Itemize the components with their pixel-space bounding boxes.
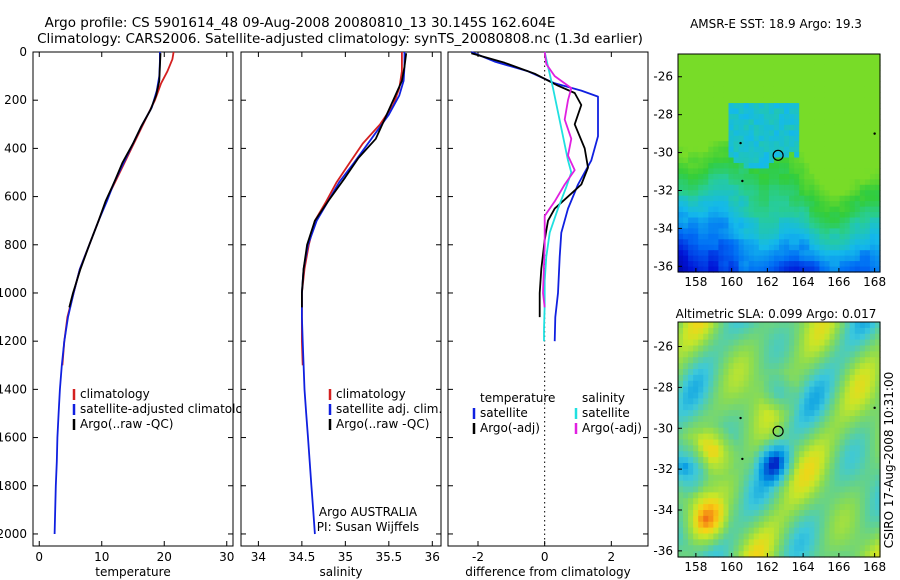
legend-header-salinity: salinity — [582, 391, 625, 405]
island-dot — [739, 416, 742, 420]
legend-entry: satellite-adjusted climatology — [80, 402, 258, 416]
y-tick-label: -34 — [653, 503, 673, 517]
credit-line2: PI: Susan Wijffels — [317, 520, 419, 534]
x-tick-label: 158 — [684, 275, 707, 289]
y-tick-label: -28 — [653, 108, 673, 122]
legend-entry: climatology — [336, 387, 406, 401]
x-tick-label: 35.5 — [375, 550, 402, 564]
x-tick-label: 164 — [792, 275, 815, 289]
y-tick-label: 1200 — [0, 334, 27, 348]
y-tick-label: -36 — [653, 544, 673, 558]
x-tick-label: 36 — [425, 550, 440, 564]
salinity-profile-panel: 34 34.5 35 35.5 36 salinity climatologysatelli… — [240, 51, 442, 579]
legend-entry: satellite adj. clim. — [336, 402, 442, 416]
y-tick-label: -36 — [653, 259, 673, 273]
side-timestamp-label: CSIRO 17-Aug-2008 10:31:00 — [882, 372, 896, 548]
sla-map-field — [678, 322, 881, 558]
legend-entry: Argo(-adj) — [480, 421, 540, 435]
temperature-profile-panel: 0 10 20 30 0 200 400 600 800 1000 1200 1400 1600 1800… — [0, 45, 258, 579]
plot-frame — [32, 51, 234, 547]
sla-map-panel: Altimetric SLA: 0.099 Argo: 0.017 158 160… — [653, 307, 886, 574]
island-dot — [873, 132, 876, 135]
legend-header-temperature: temperature — [480, 391, 555, 405]
x-axis-label: salinity — [319, 565, 362, 579]
sst-map-panel: AMSR-E SST: 18.9 Argo: 19.3 158 160 162 164… — [653, 17, 886, 289]
x-tick-label: -2 — [472, 550, 484, 564]
y-tick-label: 1600 — [0, 431, 27, 445]
x-axis-label: temperature — [95, 565, 170, 579]
y-tick-label: 1000 — [0, 286, 27, 300]
y-tick-label: 400 — [4, 141, 27, 155]
x-tick-label: 162 — [756, 560, 779, 574]
y-tick-label: -34 — [653, 221, 673, 235]
argo-location-marker — [772, 149, 784, 161]
y-tick-label: -30 — [653, 146, 673, 160]
x-tick-label: 168 — [863, 275, 886, 289]
x-tick-label: 0 — [35, 550, 43, 564]
map-frame — [677, 53, 881, 273]
y-tick-label: 0 — [19, 45, 27, 59]
plot-frame — [240, 51, 442, 547]
sst-map-field — [678, 54, 881, 273]
y-tick-label: -26 — [653, 340, 673, 354]
x-tick-label: 20 — [157, 550, 172, 564]
x-tick-label: 162 — [756, 275, 779, 289]
legend-entry: climatology — [80, 387, 150, 401]
legend-entry: Argo(-adj) — [582, 421, 642, 435]
x-tick-label: 166 — [827, 275, 850, 289]
x-tick-label: 2 — [608, 550, 616, 564]
y-tick-label: 800 — [4, 238, 27, 252]
plot-frame — [447, 51, 649, 547]
x-tick-label: 166 — [827, 560, 850, 574]
series-line-temperature-argo-adj- — [471, 52, 589, 318]
legend-entry: Argo(..raw -QC) — [336, 417, 429, 431]
legend-entry: satellite — [582, 406, 630, 420]
y-tick-label: -32 — [653, 183, 673, 197]
x-tick-label: 34.5 — [289, 550, 316, 564]
island-dot — [741, 457, 744, 461]
legend-entry: Argo(..raw -QC) — [80, 417, 173, 431]
x-tick-label: 35 — [338, 550, 353, 564]
y-tick-label: -30 — [653, 421, 673, 435]
x-tick-label: 0 — [541, 550, 549, 564]
series-line-salinity-satellite — [543, 51, 573, 342]
credit-line1: Argo AUSTRALIA — [319, 505, 418, 519]
y-tick-label: 1800 — [0, 479, 27, 493]
y-tick-label: -32 — [653, 462, 673, 476]
y-tick-label: -28 — [653, 380, 673, 394]
x-tick-label: 10 — [94, 550, 109, 564]
x-tick-label: 30 — [219, 550, 234, 564]
x-tick-label: 164 — [792, 560, 815, 574]
y-tick-label: 2000 — [0, 527, 27, 541]
x-tick-label: 168 — [863, 560, 886, 574]
island-dot — [873, 406, 876, 410]
y-tick-label: 200 — [4, 93, 27, 107]
x-tick-label: 160 — [720, 560, 743, 574]
series-line-salinity-argo-adj- — [542, 51, 576, 308]
y-tick-label: -26 — [653, 70, 673, 84]
sst-map-title: AMSR-E SST: 18.9 Argo: 19.3 — [690, 17, 862, 31]
y-tick-label: 600 — [4, 190, 27, 204]
argo-location-marker — [772, 425, 784, 437]
map-frame — [677, 321, 881, 558]
sla-map-title: Altimetric SLA: 0.099 Argo: 0.017 — [676, 307, 877, 321]
legend-entry: satellite — [480, 406, 528, 420]
x-tick-label: 34 — [251, 550, 266, 564]
x-axis-label: difference from climatology — [465, 565, 631, 579]
x-tick-label: 158 — [684, 560, 707, 574]
figure-title-line2: Climatology: CARS2006. Satellite-adjuste… — [37, 31, 643, 47]
island-dot — [739, 141, 742, 145]
island-dot — [741, 179, 744, 183]
x-tick-label: 160 — [720, 275, 743, 289]
series-line-argo-raw-qc- — [68, 53, 162, 308]
y-tick-label: 1400 — [0, 382, 27, 396]
series-line-argo-raw-qc- — [301, 53, 408, 308]
figure-title-line1: Argo profile: CS 5901614_48 09-Aug-2008 … — [45, 15, 556, 31]
